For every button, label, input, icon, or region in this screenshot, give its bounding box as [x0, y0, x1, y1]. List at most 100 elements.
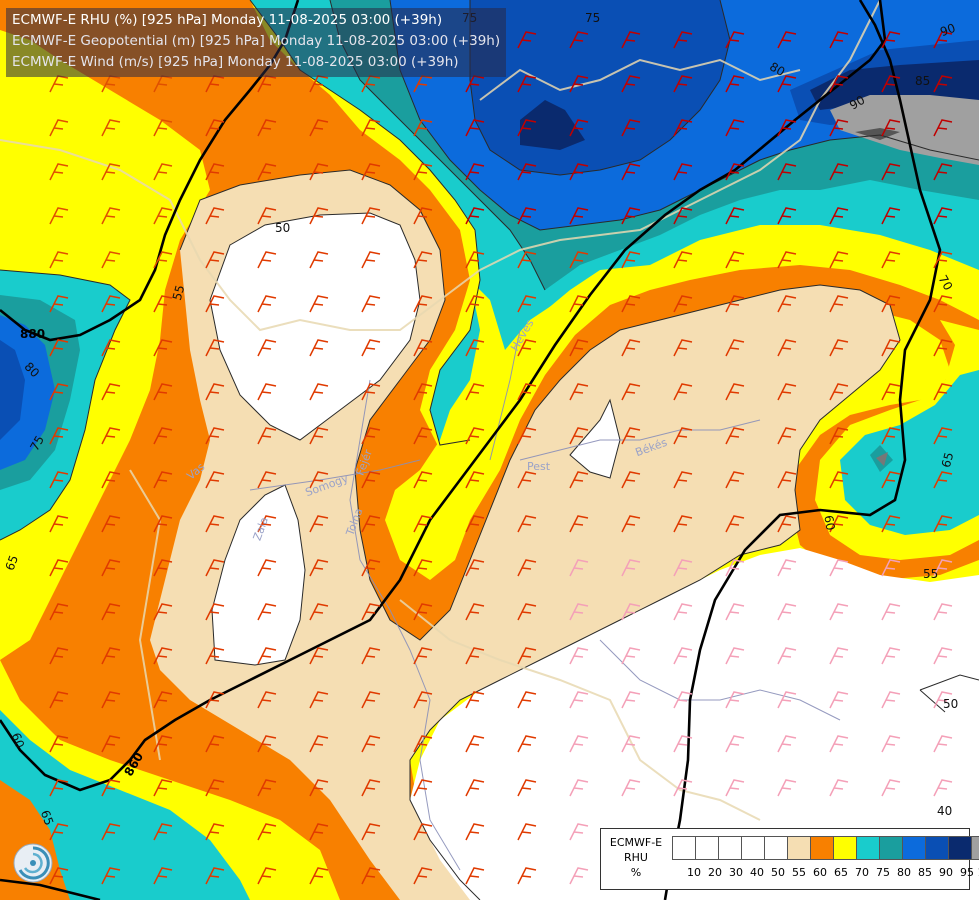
wind-barb — [465, 295, 485, 313]
wind-barb — [309, 163, 329, 181]
wind-barb — [49, 779, 69, 797]
wind-barb — [517, 779, 537, 797]
wind-barb — [413, 119, 433, 137]
wind-barb — [205, 427, 225, 445]
wind-barb — [49, 691, 69, 709]
wind-barb — [829, 339, 849, 357]
wind-barb — [361, 823, 381, 841]
wind-barb — [257, 515, 277, 533]
wind-barb — [413, 735, 433, 753]
wind-barb — [361, 779, 381, 797]
wind-barb — [49, 163, 69, 181]
wind-barb — [465, 603, 485, 621]
rhu-band-85-north — [470, 0, 979, 175]
wind-barb — [569, 119, 589, 137]
wind-barb — [777, 295, 797, 313]
wind-barb — [621, 471, 641, 489]
wind-barb — [309, 779, 329, 797]
legend-swatch — [902, 836, 926, 860]
wind-barb — [621, 31, 641, 49]
wind-barb — [153, 383, 173, 401]
rivers — [249, 329, 841, 871]
wind-barb — [153, 515, 173, 533]
legend-color-bar — [672, 836, 979, 860]
wind-barb — [101, 427, 121, 445]
wind-barb — [725, 295, 745, 313]
rhu-label-80-a: 80 — [767, 59, 787, 79]
legend-tick-label: 40 — [750, 866, 764, 879]
wind-barb — [153, 207, 173, 225]
wind-barb — [465, 339, 485, 357]
wind-barb — [101, 647, 121, 665]
wind-barb — [49, 339, 69, 357]
wind-barb — [361, 251, 381, 269]
wind-barb — [309, 867, 329, 885]
wind-barb — [153, 427, 173, 445]
wind-barb — [309, 119, 329, 137]
wind-barb — [881, 163, 901, 181]
legend-title: ECMWF-E RHU % — [603, 835, 669, 880]
legend-tick-label: 30 — [729, 866, 743, 879]
wind-barb — [517, 603, 537, 621]
wind-barb — [725, 647, 745, 665]
wind-barb — [673, 515, 693, 533]
legend-swatch — [833, 836, 857, 860]
wind-barb — [205, 383, 225, 401]
wind-barb — [777, 31, 797, 49]
wind-barb — [673, 603, 693, 621]
wind-barb — [309, 823, 329, 841]
wind-barb — [777, 735, 797, 753]
wind-barb — [829, 471, 849, 489]
river-label-pest: Pest — [527, 460, 551, 473]
wind-barb — [413, 339, 433, 357]
wind-barb — [777, 119, 797, 137]
wind-barb — [621, 691, 641, 709]
wind-barb — [517, 383, 537, 401]
wind-barb — [153, 339, 173, 357]
wind-barb — [413, 163, 433, 181]
rhu-band-70-east — [840, 370, 979, 535]
wind-barb — [933, 647, 953, 665]
header-wind-title: ECMWF-E Wind (m/s) [925 hPa] Monday 11-0… — [12, 54, 459, 70]
wind-barb — [361, 339, 381, 357]
wind-barb — [413, 207, 433, 225]
wind-barb — [673, 207, 693, 225]
wind-barb — [517, 867, 537, 885]
wind-barb — [673, 779, 693, 797]
wind-barb — [101, 779, 121, 797]
wind-barb — [621, 251, 641, 269]
wind-barb — [881, 427, 901, 445]
wind-barb — [49, 119, 69, 137]
wind-barb — [829, 383, 849, 401]
rhu-label-50-b: 50 — [943, 697, 958, 711]
wind-barb — [725, 163, 745, 181]
wind-barb — [725, 735, 745, 753]
wind-barb — [933, 339, 953, 357]
rhu-island-center — [570, 400, 620, 478]
wind-barb — [309, 603, 329, 621]
wind-barb — [725, 691, 745, 709]
wind-barb — [829, 647, 849, 665]
wind-barb — [621, 75, 641, 93]
wind-barb — [465, 207, 485, 225]
wind-barb — [101, 691, 121, 709]
wind-barb — [205, 691, 225, 709]
wind-barb — [725, 251, 745, 269]
wind-barb — [257, 251, 277, 269]
wind-barb — [621, 207, 641, 225]
rhu-band-low-southeast — [410, 548, 979, 900]
wind-barb — [205, 867, 225, 885]
wind-barb — [361, 427, 381, 445]
wind-barb — [673, 119, 693, 137]
wind-barb — [517, 295, 537, 313]
wind-barb — [621, 163, 641, 181]
wind-barb — [829, 207, 849, 225]
wind-barb — [725, 383, 745, 401]
wind-barb — [881, 251, 901, 269]
wind-barb — [621, 383, 641, 401]
header-geopotential-title: ECMWF-E Geopotential (m) [925 hPa] Monda… — [12, 33, 501, 49]
wind-barb — [309, 471, 329, 489]
wind-barb — [101, 559, 121, 577]
wind-barb — [777, 603, 797, 621]
wind-barb — [101, 163, 121, 181]
